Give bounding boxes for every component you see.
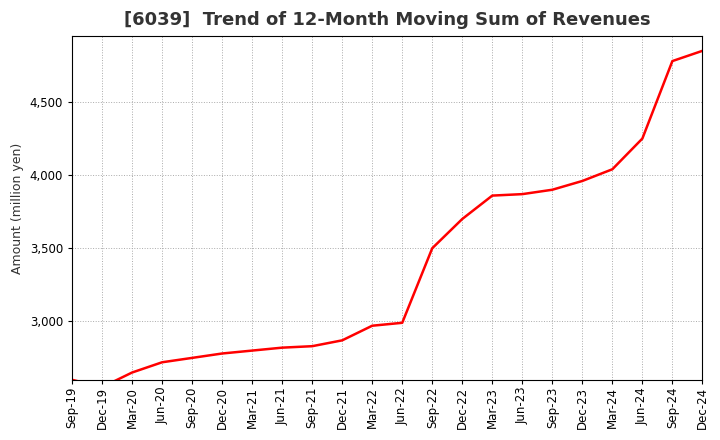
Y-axis label: Amount (million yen): Amount (million yen): [11, 143, 24, 274]
Title: [6039]  Trend of 12-Month Moving Sum of Revenues: [6039] Trend of 12-Month Moving Sum of R…: [124, 11, 651, 29]
